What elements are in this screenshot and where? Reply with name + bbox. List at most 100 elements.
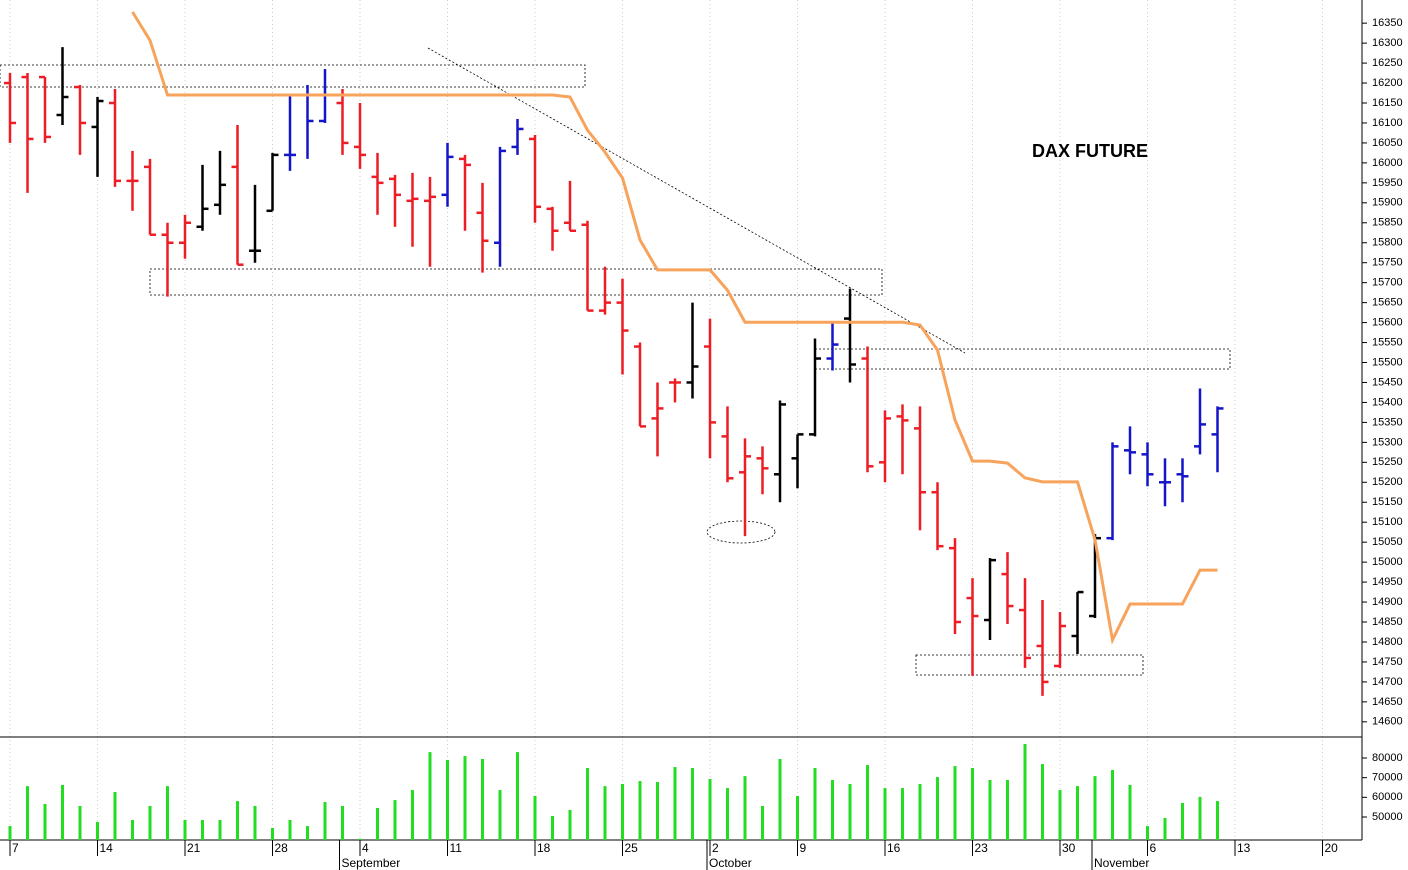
volume-bar (691, 768, 694, 840)
x-tick-label: 6 (1150, 841, 1157, 855)
trendline (427, 47, 966, 354)
volume-bar (638, 781, 642, 840)
y-tick-label: 15100 (1372, 516, 1403, 528)
y-tick-label: 15750 (1372, 257, 1403, 269)
volume-bar (236, 801, 239, 840)
volume-bar (183, 819, 187, 840)
y-tick-label: 14850 (1372, 616, 1403, 628)
volume-bar (796, 795, 799, 840)
y-tick-label: 16000 (1372, 157, 1403, 169)
volume-bar (726, 788, 729, 840)
y-tick-label: 15550 (1372, 336, 1403, 348)
y-tick-label: 15400 (1372, 396, 1403, 408)
y-tick-label: 14800 (1372, 636, 1403, 648)
y-tick-label: 70000 (1372, 772, 1403, 784)
volume-bar (148, 805, 152, 840)
volume-bar (61, 784, 64, 840)
y-tick-label: 16300 (1372, 37, 1403, 49)
volume-bar (323, 802, 327, 840)
x-tick-label: 23 (975, 841, 989, 855)
y-tick-label: 15250 (1372, 456, 1403, 468)
volume-bar (901, 788, 904, 840)
volume-bar (341, 805, 344, 840)
volume-bar (96, 821, 99, 840)
volume-bar (866, 765, 869, 840)
month-label: September (342, 856, 401, 870)
y-tick-label: 16200 (1372, 77, 1403, 89)
volume-bar (1058, 790, 1062, 840)
volume-bar (673, 767, 677, 840)
y-tick-label: 14600 (1372, 716, 1403, 728)
y-tick-label: 15050 (1372, 536, 1403, 548)
y-tick-label: 16250 (1372, 57, 1403, 69)
volume-bar (1128, 784, 1132, 840)
y-tick-label: 15600 (1372, 316, 1403, 328)
y-tick-label: 50000 (1372, 811, 1403, 823)
y-tick-label: 14950 (1372, 576, 1403, 588)
volume-bar (271, 828, 274, 840)
chart-title: DAX FUTURE (1032, 141, 1148, 161)
x-tick-label: 4 (362, 841, 369, 855)
volume-bar (201, 819, 204, 840)
x-tick-label: 13 (1237, 841, 1251, 855)
x-tick-label: 30 (1062, 841, 1076, 855)
volume-bar (708, 779, 712, 840)
volume-bar (971, 768, 974, 840)
x-tick-label: 14 (100, 841, 114, 855)
y-tick-label: 15350 (1372, 416, 1403, 428)
volume-bar (568, 809, 572, 840)
zone (149, 268, 883, 296)
volume-bar (1041, 764, 1044, 840)
volume-bar (1163, 817, 1167, 840)
volume-bar (218, 819, 222, 840)
x-tick-label: 2 (712, 841, 719, 855)
y-tick-label: 14650 (1372, 696, 1403, 708)
y-tick-label: 15150 (1372, 496, 1403, 508)
volume-bar (603, 786, 607, 840)
volume-bar (533, 795, 537, 840)
volume-bar (481, 758, 484, 840)
x-tick-label: 20 (1325, 841, 1339, 855)
volume-bar (813, 768, 817, 840)
volume-bar (831, 780, 834, 840)
volume-bar (253, 805, 257, 840)
volume-bar (428, 752, 432, 840)
y-tick-label: 16350 (1372, 17, 1403, 29)
x-tick-label: 16 (887, 841, 901, 855)
y-tick-label: 15700 (1372, 277, 1403, 289)
volume-bar (848, 783, 852, 840)
volume-bar (463, 756, 467, 840)
volume-bar (8, 826, 12, 840)
volume-bar (516, 752, 519, 840)
volume-bar (1146, 826, 1149, 840)
volume-bar (621, 783, 624, 840)
y-tick-label: 80000 (1372, 752, 1403, 764)
volume-bar (376, 807, 379, 840)
y-tick-label: 15950 (1372, 177, 1403, 189)
volume-bar (761, 805, 764, 840)
volume-bar (1076, 786, 1079, 840)
trailing-line (131, 11, 1218, 645)
volume-bar (551, 816, 554, 840)
volume-bar (743, 776, 747, 840)
x-tick-label: 21 (187, 841, 201, 855)
volume-bar (1181, 803, 1184, 840)
volume-bar (131, 819, 134, 840)
volume-bar (1216, 801, 1219, 840)
zone (915, 654, 1144, 676)
volume-bar (288, 819, 292, 840)
x-tick-label: 28 (275, 841, 289, 855)
y-tick-label: 16050 (1372, 137, 1403, 149)
volume-bar (918, 783, 922, 840)
volume-bar (306, 826, 309, 840)
volume-bar (1093, 776, 1097, 840)
volume-bar (113, 792, 117, 840)
volume-bar (586, 768, 589, 840)
y-tick-label: 15900 (1372, 197, 1403, 209)
y-tick-label: 15300 (1372, 436, 1403, 448)
volume-bar (78, 805, 82, 840)
volume-bar (1111, 769, 1114, 840)
volume-bar (778, 758, 782, 840)
y-tick-label: 15500 (1372, 356, 1403, 368)
